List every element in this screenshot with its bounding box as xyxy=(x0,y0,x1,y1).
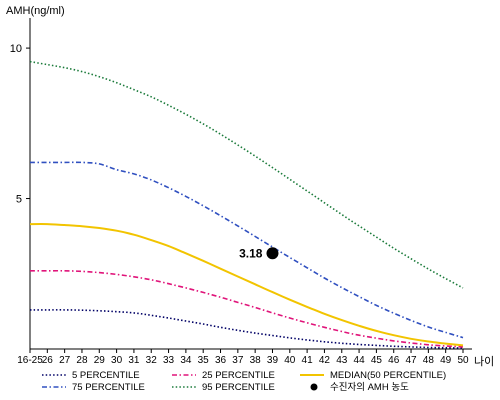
x-tick-label: 30 xyxy=(111,355,123,366)
series-lines xyxy=(29,60,464,349)
patient-amh-point xyxy=(266,247,279,260)
x-tick-label: 50 xyxy=(457,355,469,366)
patient-amh-value-label: 3.18 xyxy=(239,246,263,260)
x-tick-label: 35 xyxy=(198,355,210,366)
marker-layer: 3.18 xyxy=(239,246,279,260)
x-axis-label: 나이 xyxy=(474,355,494,368)
x-tick-label: 43 xyxy=(336,355,348,366)
x-tick-label: 42 xyxy=(319,355,331,366)
x-tick-label: 16-25 xyxy=(17,355,43,366)
legend: 5 PERCENTILE 25 PERCENTILE MEDIAN(50 PERCE… xyxy=(42,370,446,393)
legend-label: 95 PERCENTILE xyxy=(202,382,275,393)
x-tick-label: 34 xyxy=(180,355,192,366)
axes: AMH(ng/ml) 나이 xyxy=(6,5,494,368)
y-axis-label: AMH(ng/ml) xyxy=(6,5,65,17)
series-line-75-percentile xyxy=(29,161,464,339)
x-tick-label: 38 xyxy=(250,355,262,366)
x-tick-label: 41 xyxy=(302,355,314,366)
x-tick-label: 48 xyxy=(423,355,435,366)
x-tick-label: 49 xyxy=(440,355,452,366)
x-tick-label: 40 xyxy=(284,355,296,366)
series-line-95-percentile xyxy=(29,60,464,289)
legend-label: 25 PERCENTILE xyxy=(202,370,275,381)
x-tick-label: 31 xyxy=(128,355,140,366)
y-ticks: 5 10 xyxy=(10,43,30,206)
y-tick-label: 10 xyxy=(10,43,22,55)
x-tick-label: 44 xyxy=(354,355,366,366)
legend-label: 5 PERCENTILE xyxy=(72,370,140,381)
legend-marker-label: 수진자의 AMH 농도 xyxy=(330,382,409,393)
x-tick-label: 45 xyxy=(371,355,383,366)
x-tick-label: 27 xyxy=(59,355,71,366)
x-tick-label: 46 xyxy=(388,355,400,366)
legend-label: MEDIAN(50 PERCENTILE) xyxy=(330,370,446,381)
y-tick-label: 5 xyxy=(16,194,22,206)
x-tick-label: 29 xyxy=(94,355,106,366)
x-tick-label: 33 xyxy=(163,355,175,366)
x-tick-label: 47 xyxy=(405,355,417,366)
series-line-25-percentile xyxy=(29,269,464,348)
x-tick-label: 36 xyxy=(215,355,227,366)
x-tick-label: 28 xyxy=(76,355,88,366)
x-tick-label: 37 xyxy=(232,355,244,366)
series-line-median-50-percentile xyxy=(29,223,464,347)
series-line-5-percentile xyxy=(29,309,464,349)
x-tick-label: 26 xyxy=(42,355,54,366)
legend-marker-swatch xyxy=(310,383,318,391)
legend-label: 75 PERCENTILE xyxy=(72,382,145,393)
x-tick-label: 39 xyxy=(267,355,279,366)
x-tick-label: 32 xyxy=(146,355,158,366)
